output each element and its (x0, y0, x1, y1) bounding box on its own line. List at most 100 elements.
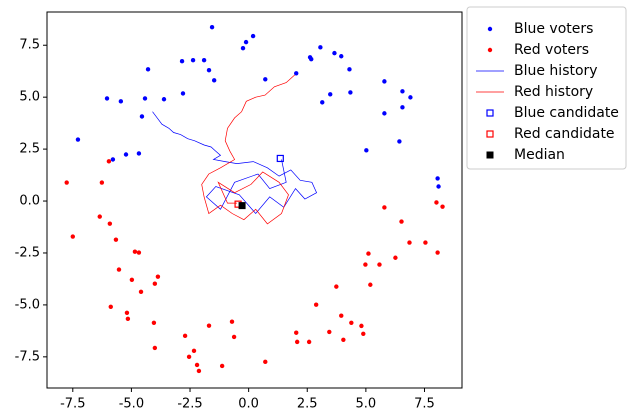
point (152, 281, 158, 286)
point (263, 77, 268, 82)
y-tick-label: 0.0 (19, 194, 40, 209)
point (155, 274, 161, 279)
point (339, 313, 344, 318)
point (399, 219, 404, 224)
point (113, 237, 119, 242)
legend-swatch (486, 151, 494, 159)
point (382, 111, 387, 116)
legend-label: Median (514, 147, 565, 163)
y-tick-label: 2.5 (19, 142, 40, 157)
point (313, 302, 319, 307)
point (104, 96, 110, 101)
legend-label: Red history (514, 84, 593, 100)
legend-swatch (487, 47, 493, 53)
point (201, 57, 207, 63)
point (70, 234, 75, 239)
point (190, 57, 196, 63)
history-line (152, 111, 318, 215)
point (434, 200, 439, 205)
point (400, 89, 405, 94)
point (294, 71, 299, 76)
point (206, 323, 212, 328)
point (180, 91, 186, 96)
y-tick-label: -2.5 (15, 245, 40, 260)
point (139, 114, 145, 119)
point (294, 339, 300, 345)
point (294, 330, 299, 335)
point (339, 54, 344, 59)
point (440, 204, 445, 209)
point (407, 240, 412, 245)
point (436, 184, 441, 189)
legend-label: Blue candidate (514, 105, 619, 121)
point (307, 55, 313, 60)
plot-area: -7.5 -5.0 -2.5 0.0 2.5 5.0 7.5 -7.5 -5.0 -2.5 0.0 2… (15, 11, 463, 412)
point (435, 176, 440, 181)
point (123, 152, 129, 157)
point (97, 214, 102, 219)
point (400, 105, 405, 110)
point (347, 67, 352, 72)
plot-frame (46, 11, 463, 389)
point (151, 320, 157, 325)
point (209, 24, 215, 30)
point (397, 139, 402, 144)
point (263, 359, 268, 365)
point (377, 262, 382, 267)
square-marker (276, 154, 284, 163)
point (366, 251, 371, 256)
point (116, 267, 122, 272)
point (364, 148, 369, 153)
point (240, 45, 246, 51)
point (108, 304, 113, 309)
legend: Blue voters Red voters Blue history Red his… (466, 6, 627, 170)
point (408, 95, 413, 100)
legend-label: Red voters (514, 42, 589, 58)
point (229, 319, 235, 324)
legend-swatch (486, 109, 494, 117)
point (348, 90, 353, 95)
point (320, 100, 325, 105)
point (129, 277, 135, 282)
point (99, 180, 105, 185)
point (132, 249, 138, 254)
x-tick-label: 7.5 (414, 397, 435, 412)
history-line (201, 74, 296, 225)
point (136, 250, 142, 255)
x-tick-label: 5.0 (356, 397, 377, 412)
y-tick-label: 7.5 (19, 38, 40, 53)
legend-label: Blue voters (514, 21, 593, 37)
x-tick-label: -5.0 (119, 397, 144, 412)
point (361, 331, 366, 336)
point (363, 262, 368, 267)
point (368, 282, 373, 287)
x-tick-label: 2.5 (297, 397, 318, 412)
point (179, 59, 185, 64)
point (306, 339, 312, 345)
legend-label: Red candidate (514, 126, 615, 142)
point (250, 33, 256, 39)
y-tick-label: -7.5 (15, 349, 40, 364)
x-tick-label: 0.0 (238, 397, 259, 412)
point (64, 180, 69, 185)
point (194, 362, 200, 368)
point (191, 348, 197, 354)
x-tick-label: -2.5 (177, 397, 202, 412)
legend-swatch (486, 130, 494, 138)
x-tick-label: -7.5 (60, 397, 85, 412)
y-tick-label: 5.0 (19, 90, 40, 105)
point (182, 333, 188, 339)
point (332, 50, 337, 56)
point (152, 345, 158, 351)
point (110, 157, 116, 162)
legend-box (466, 6, 627, 170)
legend-label: Blue history (514, 63, 598, 79)
point (423, 240, 428, 245)
point (125, 316, 131, 322)
point (327, 329, 332, 335)
point (359, 323, 364, 329)
y-tick-label: -5.0 (15, 297, 40, 312)
point (106, 159, 112, 164)
point (328, 92, 333, 97)
point (334, 284, 339, 289)
